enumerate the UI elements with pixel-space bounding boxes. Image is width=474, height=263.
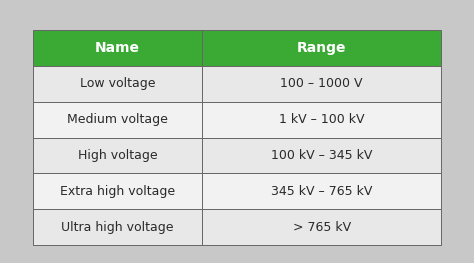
Text: Range: Range — [297, 41, 346, 55]
Text: Extra high voltage: Extra high voltage — [60, 185, 175, 198]
Text: 345 kV – 765 kV: 345 kV – 765 kV — [271, 185, 373, 198]
Bar — [202, 173, 441, 209]
Bar — [33, 30, 202, 66]
Bar — [202, 102, 441, 138]
Text: Ultra high voltage: Ultra high voltage — [62, 221, 174, 234]
Bar — [33, 102, 202, 138]
Text: High voltage: High voltage — [78, 149, 157, 162]
Bar — [33, 173, 202, 209]
Text: Name: Name — [95, 41, 140, 55]
Bar — [202, 138, 441, 173]
Text: Low voltage: Low voltage — [80, 77, 155, 90]
Text: 1 kV – 100 kV: 1 kV – 100 kV — [279, 113, 365, 126]
Text: > 765 kV: > 765 kV — [292, 221, 351, 234]
Text: 100 kV – 345 kV: 100 kV – 345 kV — [271, 149, 373, 162]
Bar — [33, 138, 202, 173]
Bar — [202, 66, 441, 102]
Bar — [33, 66, 202, 102]
Text: Medium voltage: Medium voltage — [67, 113, 168, 126]
Bar — [202, 209, 441, 245]
Bar — [33, 209, 202, 245]
Bar — [202, 30, 441, 66]
Text: 100 – 1000 V: 100 – 1000 V — [281, 77, 363, 90]
